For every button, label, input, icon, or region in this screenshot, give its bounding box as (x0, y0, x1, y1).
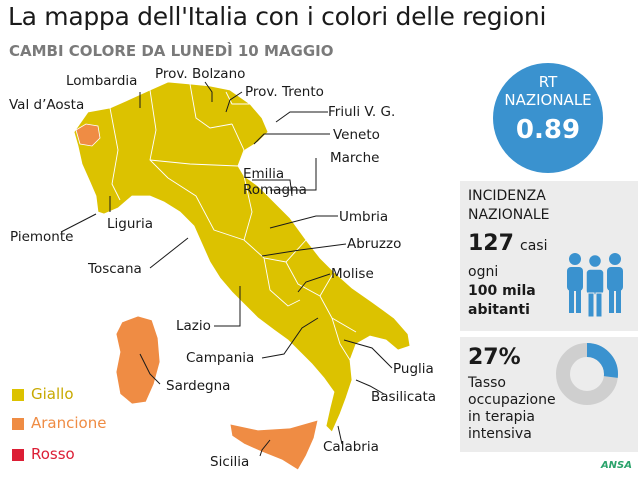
label-lazio: Lazio (176, 318, 211, 334)
legend-label-arancione: Arancione (31, 414, 107, 432)
terapia-line3: in terapia (468, 409, 536, 425)
valdaosta-region (75, 123, 101, 147)
terapia-line2: occupazione (468, 392, 556, 408)
incidenza-ogni: ogni (468, 264, 499, 280)
terapia-value: 27% (468, 345, 521, 370)
leader-lines (60, 81, 393, 457)
label-calabria: Calabria (323, 439, 379, 455)
sardegna-region (115, 315, 161, 405)
terapia-line1: Tasso (468, 375, 506, 391)
label-sicilia: Sicilia (210, 454, 250, 470)
label-abruzzo: Abruzzo (347, 236, 402, 252)
label-piemonte: Piemonte (10, 229, 74, 245)
label-prov-bolzano: Prov. Bolzano (155, 66, 246, 82)
label-basilicata: Basilicata (371, 389, 437, 405)
label-friuli: Friuli V. G. (328, 104, 396, 120)
label-val-daosta: Val d’Aosta (9, 97, 85, 113)
rt-value: 0.89 (515, 115, 581, 145)
label-puglia: Puglia (393, 361, 434, 377)
region-borders (109, 83, 357, 361)
label-marche: Marche (330, 150, 380, 166)
rt-nazionale-badge: RT NAZIONALE 0.89 (493, 63, 603, 173)
label-veneto: Veneto (333, 127, 380, 143)
incidenza-abitanti: abitanti (468, 302, 530, 318)
legend-label-rosso: Rosso (31, 445, 75, 463)
ansa-logo: ANSA (600, 460, 632, 471)
legend-label-giallo: Giallo (31, 385, 74, 403)
incidenza-unit: casi (520, 238, 548, 254)
legend-swatch-giallo (12, 389, 24, 401)
incidenza-label-nazionale: NAZIONALE (468, 207, 550, 223)
label-liguria: Liguria (107, 216, 153, 232)
legend-swatch-arancione (12, 418, 24, 430)
label-campania: Campania (186, 350, 255, 366)
label-sardegna: Sardegna (166, 378, 231, 394)
rt-label: RT (538, 73, 558, 91)
label-toscana: Toscana (88, 261, 142, 277)
terapia-panel: 27% Tasso occupazione in terapia intensi… (460, 337, 638, 452)
label-lombardia: Lombardia (66, 73, 138, 89)
rt-label-nazionale: NAZIONALE (504, 91, 592, 109)
incidenza-label: INCIDENZA (468, 188, 546, 204)
mainland-italy (73, 81, 411, 433)
legend-swatch-rosso (12, 449, 24, 461)
label-emilia: Emilia (243, 166, 285, 182)
label-umbria: Umbria (339, 209, 389, 225)
people-icon (567, 253, 623, 318)
label-prov-trento: Prov. Trento (245, 84, 324, 100)
incidenza-panel: INCIDENZA NAZIONALE 127 casi ogni 100 mi… (460, 181, 638, 331)
label-romagna: Romagna (243, 182, 307, 198)
incidenza-value: 127 (468, 231, 514, 256)
page-title: La mappa dell'Italia con i colori delle … (8, 2, 547, 31)
terapia-line4: intensiva (468, 426, 532, 442)
incidenza-mila: 100 mila (468, 283, 536, 299)
label-molise: Molise (331, 266, 374, 282)
sicilia-region (229, 419, 319, 471)
donut-chart-icon (556, 343, 618, 405)
page-subtitle: CAMBI COLORE DA LUNEDÌ 10 MAGGIO (9, 42, 334, 60)
